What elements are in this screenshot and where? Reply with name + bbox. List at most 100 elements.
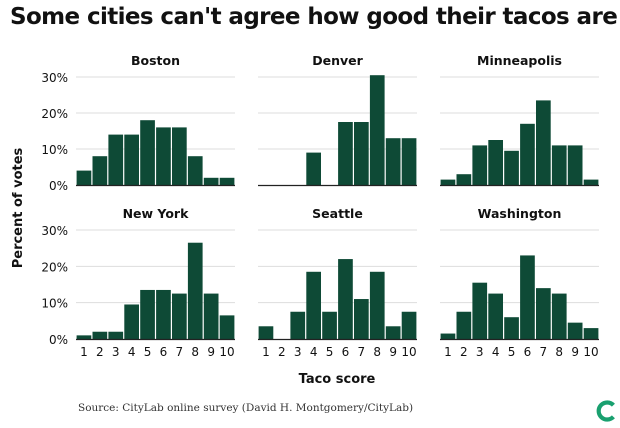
x-tick-label: 1 <box>262 345 270 359</box>
x-tick-label: 9 <box>571 345 579 359</box>
bar <box>551 293 567 339</box>
bar <box>156 127 171 185</box>
bar <box>536 288 551 339</box>
bar <box>203 293 219 339</box>
bar <box>290 311 306 339</box>
bar <box>520 123 535 185</box>
bar <box>440 333 456 339</box>
panel-boston: Boston 0% 10% 20% 30% <box>41 53 235 193</box>
bar <box>258 326 274 339</box>
y-tick-label: 20% <box>41 107 68 121</box>
bar <box>354 122 369 185</box>
citylab-logo-icon <box>596 400 615 422</box>
panel-title: New York <box>123 206 189 221</box>
bar <box>76 335 92 339</box>
bar <box>536 100 551 185</box>
x-tick-label: 2 <box>460 345 468 359</box>
bar <box>472 282 488 339</box>
panel-title: Denver <box>312 53 363 68</box>
bar <box>504 150 519 185</box>
x-tick-label: 7 <box>176 345 184 359</box>
x-tick-label: 9 <box>207 345 215 359</box>
bar <box>140 120 155 185</box>
x-tick-label: 8 <box>191 345 199 359</box>
x-tick-label: 3 <box>294 345 302 359</box>
bar <box>567 145 583 185</box>
bar <box>108 331 124 339</box>
x-tick-label: 7 <box>540 345 548 359</box>
panel-denver: Denver <box>258 53 417 187</box>
bar <box>92 331 108 339</box>
bar <box>488 293 503 339</box>
panel-washington: Washington 1 2 3 4 5 6 7 8 9 10 <box>440 206 599 359</box>
x-tick-label: 8 <box>373 345 381 359</box>
bar <box>472 145 488 185</box>
bar <box>401 138 417 185</box>
bar <box>108 134 124 185</box>
bar <box>306 152 321 185</box>
bar <box>124 134 139 185</box>
x-tick-label: 1 <box>80 345 88 359</box>
bar <box>369 271 385 339</box>
y-tick-label: 30% <box>41 224 68 238</box>
panel-minneapolis: Minneapolis <box>440 53 599 187</box>
x-tick-label: 3 <box>476 345 484 359</box>
bar <box>354 299 369 339</box>
panel-title: Seattle <box>312 206 363 221</box>
bar <box>583 179 599 185</box>
bar <box>187 156 203 185</box>
y-axis-label: Percent of votes <box>11 147 26 268</box>
bar <box>456 174 472 185</box>
y-tick-label: 10% <box>41 297 68 311</box>
x-tick-label: 2 <box>278 345 286 359</box>
y-tick-label: 30% <box>41 71 68 85</box>
x-tick-label: 7 <box>358 345 366 359</box>
bar <box>504 317 519 339</box>
bar <box>369 75 385 185</box>
y-tick-label: 0% <box>49 333 68 347</box>
x-tick-label: 10 <box>401 345 416 359</box>
bar <box>520 255 535 339</box>
bar <box>219 177 235 185</box>
y-tick-label: 0% <box>49 179 68 193</box>
x-tick-label: 6 <box>160 345 168 359</box>
x-tick-label: 3 <box>112 345 120 359</box>
panel-seattle: Seattle 1 2 3 4 5 6 7 8 9 10 <box>258 206 417 359</box>
y-tick-label: 10% <box>41 143 68 157</box>
panel-new-york: New York 0% 10% 20% 30% 1 2 3 4 5 6 7 8 9 10 <box>41 206 235 359</box>
x-tick-label: 9 <box>389 345 397 359</box>
bar <box>172 293 187 339</box>
bar <box>322 311 337 339</box>
bar <box>219 315 235 339</box>
bar <box>306 271 321 339</box>
x-tick-label: 1 <box>444 345 452 359</box>
bar <box>567 322 583 339</box>
x-tick-label: 4 <box>128 345 136 359</box>
x-tick-label: 4 <box>492 345 500 359</box>
bar <box>338 259 353 339</box>
x-tick-label: 6 <box>524 345 532 359</box>
x-axis-label: Taco score <box>299 372 376 387</box>
bar <box>172 127 187 185</box>
bar <box>156 289 171 339</box>
x-tick-label: 4 <box>310 345 318 359</box>
panel-title: Boston <box>131 53 180 68</box>
bar <box>583 328 599 339</box>
x-tick-label: 10 <box>583 345 598 359</box>
bar <box>140 289 155 339</box>
bar <box>488 140 503 185</box>
x-tick-label: 8 <box>555 345 563 359</box>
x-tick-label: 6 <box>342 345 350 359</box>
x-tick-label: 10 <box>219 345 234 359</box>
bar <box>440 179 456 185</box>
x-tick-label: 5 <box>508 345 516 359</box>
bar <box>92 156 108 185</box>
bar <box>385 138 401 185</box>
y-tick-label: 20% <box>41 260 68 274</box>
bar <box>203 177 219 185</box>
chart-title: Some cities can't agree how good their t… <box>10 4 618 30</box>
bar <box>338 122 353 185</box>
bar <box>187 242 203 339</box>
bar <box>456 311 472 339</box>
